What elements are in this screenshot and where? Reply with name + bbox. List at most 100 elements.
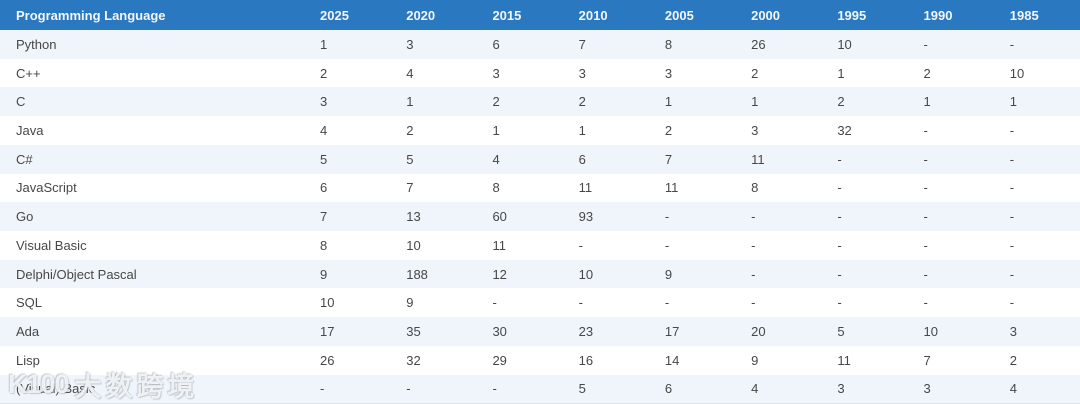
rank-cell: - <box>1009 151 1015 167</box>
rank-cell: 7 <box>923 352 931 368</box>
table-row: SQL 10 9 - - - - - - - <box>0 288 1080 318</box>
rank-cell: 7 <box>664 151 673 167</box>
rank-cell: - <box>664 237 670 253</box>
rank-cell: 10 <box>837 36 852 52</box>
rank-cell: 5 <box>837 324 845 340</box>
language-cell: C++ <box>16 65 41 81</box>
rank-cell: - <box>751 266 756 282</box>
language-cell: (Visual) Basic <box>0 374 304 404</box>
rank-cell: 9 <box>751 352 759 368</box>
rank-cell: - <box>578 295 583 311</box>
rank-cell: 60 <box>492 209 507 225</box>
rank-cell: 23 <box>578 324 594 340</box>
table-row: C 3 1 2 2 1 1 2 1 1 <box>0 87 1080 117</box>
rank-cell: - <box>751 209 756 225</box>
rank-cell: 1 <box>664 94 673 110</box>
rank-cell: 3 <box>578 65 586 81</box>
rank-cell: - <box>837 237 842 253</box>
column-header-year: 2020 <box>390 0 477 30</box>
rank-cell: 9 <box>320 266 328 282</box>
rank-cell: 1 <box>1009 94 1017 110</box>
rank-cell: 20 <box>751 324 766 340</box>
language-cell: C# <box>16 151 33 167</box>
table-row: JavaScript 6 7 8 11 11 8 - - - <box>0 173 1080 203</box>
rank-cell: - <box>578 237 583 253</box>
column-header-year: 2000 <box>735 0 822 30</box>
rank-cell: 3 <box>492 65 500 81</box>
language-cell: Python <box>16 36 57 52</box>
rank-cell: 12 <box>492 266 507 282</box>
rank-cell: 9 <box>664 266 673 282</box>
rank-cell: 10 <box>923 324 938 340</box>
rank-cell: - <box>837 266 842 282</box>
rank-cell: 7 <box>320 209 328 225</box>
rank-cell: - <box>751 237 756 253</box>
rank-cell: 6 <box>320 180 328 196</box>
header-row: Programming Language 2025 2020 2015 2010 2005… <box>0 0 1080 30</box>
rank-cell: - <box>751 295 756 311</box>
rank-cell: 4 <box>735 374 822 404</box>
rank-cell: 32 <box>406 352 421 368</box>
rank-cell: 11 <box>664 180 679 196</box>
rank-cell: 6 <box>578 151 586 167</box>
rank-cell: 26 <box>751 36 766 52</box>
rank-cell: 1 <box>837 65 845 81</box>
table-row: Java 4 2 1 1 2 3 32 - - <box>0 116 1080 145</box>
column-header-year: 1985 <box>993 0 1080 30</box>
rank-cell: - <box>492 295 497 311</box>
rank-cell: 26 <box>320 352 335 368</box>
language-cell: Delphi/Object Pascal <box>16 266 137 282</box>
table-row: Python 1 3 6 7 8 26 10 - - <box>0 30 1080 59</box>
rank-cell: - <box>923 123 928 139</box>
rank-cell: - <box>923 36 928 52</box>
rank-cell: - <box>1009 209 1015 225</box>
rank-cell: 10 <box>320 295 335 311</box>
language-cell: C <box>16 94 26 110</box>
rank-cell: 4 <box>993 374 1080 404</box>
table-row: C++ 2 4 3 3 3 2 1 2 10 <box>0 58 1080 88</box>
rank-cell: - <box>664 209 670 225</box>
rank-cell: 2 <box>923 65 931 81</box>
rank-cell: 1 <box>492 123 500 139</box>
rank-cell: 1 <box>923 94 931 110</box>
rank-cell: 4 <box>406 65 414 81</box>
rank-cell: 14 <box>664 352 680 368</box>
rank-cell: 8 <box>664 36 673 52</box>
rank-cell: 13 <box>406 209 421 225</box>
rank-cell: 11 <box>492 237 506 253</box>
rank-cell: 10 <box>406 237 421 253</box>
rank-cell: 8 <box>320 237 328 253</box>
language-cell: Ada <box>16 324 40 340</box>
column-header-year: 2005 <box>648 0 736 30</box>
rank-cell: 16 <box>578 352 594 368</box>
column-header-year: 2010 <box>562 0 649 30</box>
rank-cell: 1 <box>751 94 759 110</box>
table-row: C# 5 5 4 6 7 11 - - - <box>0 144 1080 174</box>
rank-cell: 5 <box>406 151 414 167</box>
rank-cell: 2 <box>578 94 586 110</box>
rank-cell: - <box>1009 180 1015 196</box>
rank-cell: 10 <box>1009 65 1025 81</box>
rank-cell: - <box>1009 36 1015 52</box>
rank-cell: 188 <box>406 266 428 282</box>
rank-cell: 2 <box>664 123 673 139</box>
rank-cell: 11 <box>578 180 593 196</box>
rank-cell: - <box>664 295 670 311</box>
rank-cell: 30 <box>492 324 507 340</box>
rank-cell: 3 <box>907 374 994 404</box>
rank-cell: 1 <box>406 94 414 110</box>
rank-cell: - <box>923 209 928 225</box>
language-cell: Lisp <box>16 352 40 368</box>
rank-cell: 8 <box>751 180 759 196</box>
rank-cell: - <box>304 374 391 404</box>
rank-cell: 1 <box>320 36 328 52</box>
rank-cell: 4 <box>492 151 500 167</box>
rank-cell: 3 <box>751 123 759 139</box>
rank-cell: 93 <box>578 209 594 225</box>
rank-cell: 3 <box>406 36 414 52</box>
rank-cell: 17 <box>664 324 680 340</box>
table-body: Python 1 3 6 7 8 26 10- - C++ 2 4 3 3 3 2 1 2 10 C 3 1 2 2 1 1 2 1 1… <box>0 30 1080 404</box>
rank-cell: - <box>923 237 928 253</box>
language-cell: Go <box>16 209 34 225</box>
